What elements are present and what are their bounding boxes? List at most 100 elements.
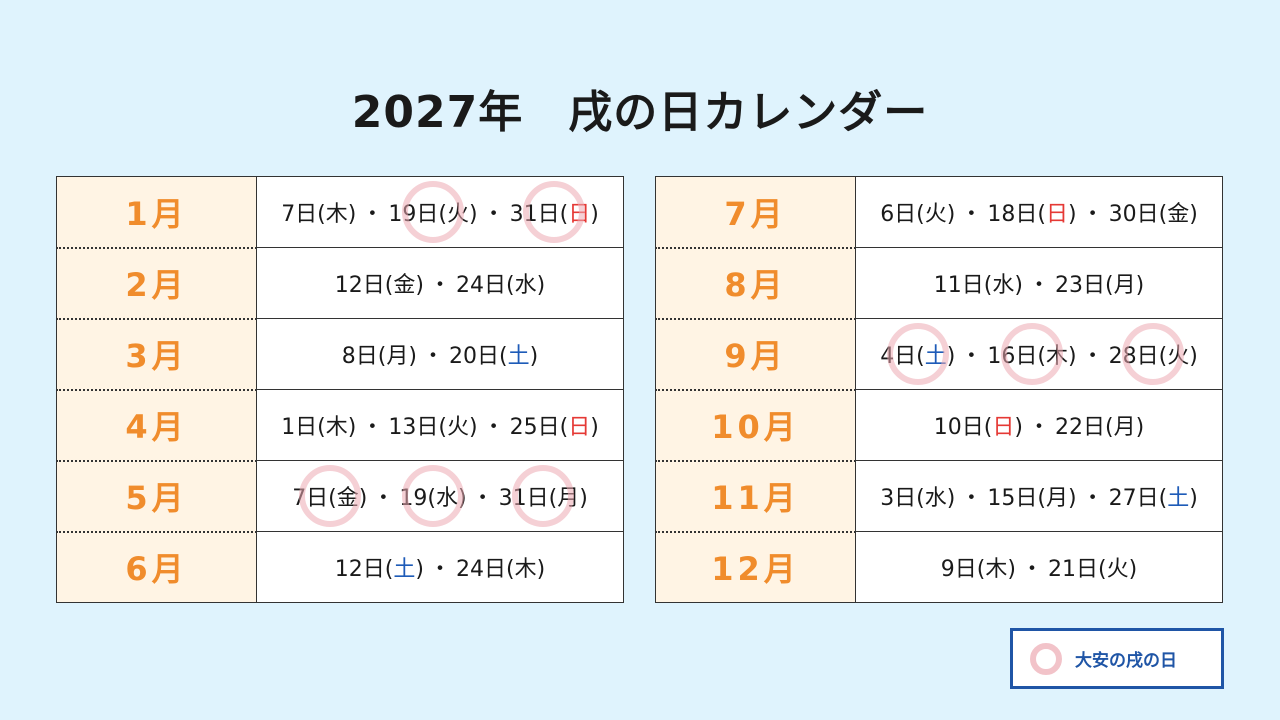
date-number: 12日( <box>334 273 394 298</box>
date-close-paren: ) <box>1128 557 1138 582</box>
date-number: 9日( <box>940 557 986 582</box>
date-close-paren: ) <box>415 557 424 582</box>
weekday: 月 <box>557 486 580 511</box>
inu-no-hi-date: 31日(月) <box>498 465 588 527</box>
date-close-paren: ) <box>347 202 357 227</box>
date-number: 18日( <box>987 202 1046 227</box>
date-number: 15日( <box>987 486 1046 511</box>
weekday: 火 <box>446 415 469 440</box>
inu-no-hi-date: 1日(木) <box>281 409 356 441</box>
weekday: 土 <box>507 344 530 369</box>
legend-box: 大安の戌の日 <box>1010 628 1224 689</box>
weekday: 木 <box>985 557 1008 582</box>
inu-no-hi-date: 10日(日) <box>934 409 1023 441</box>
date-number: 16日( <box>987 344 1046 369</box>
date-close-paren: ) <box>1068 486 1077 511</box>
month-dates: 1日(木) ・ 13日(火) ・ 25日(日) <box>256 389 624 461</box>
date-separator: ・ <box>422 344 445 369</box>
inu-no-hi-date: 3日(水) <box>880 480 955 512</box>
inu-no-hi-date: 27日(土) <box>1109 480 1198 512</box>
date-close-paren: ) <box>458 486 467 511</box>
date-number: 22日( <box>1055 415 1114 440</box>
month-label: 1月 <box>56 176 257 248</box>
date-close-paren: ) <box>1068 344 1077 369</box>
inu-no-hi-date: 6日(火) <box>880 196 955 228</box>
weekday: 土 <box>393 557 416 582</box>
month-label: 10月 <box>655 388 856 461</box>
page-title: 2027年 戌の日カレンダー <box>351 87 929 138</box>
date-close-paren: ) <box>469 415 478 440</box>
date-close-paren: ) <box>946 202 956 227</box>
date-close-paren: ) <box>347 415 357 440</box>
weekday: 月 <box>1113 273 1136 298</box>
date-separator: ・ <box>372 486 395 511</box>
weekday: 火 <box>924 202 947 227</box>
date-close-paren: ) <box>1135 415 1145 440</box>
date-separator: ・ <box>1081 202 1104 227</box>
inu-no-hi-date: 28日(火) <box>1108 323 1198 385</box>
date-separator: ・ <box>361 415 384 440</box>
inu-no-hi-date: 20日(土) <box>449 338 538 370</box>
inu-no-hi-date: 25日(日) <box>510 409 599 441</box>
weekday: 水 <box>992 273 1015 298</box>
date-number: 13日( <box>388 415 447 440</box>
calendar-table-left: 1月 7日(木) ・ 19日(火) ・ 31日(日) 2月 12日(金) ・ 24日(水) 3月 8日… <box>56 176 624 603</box>
inu-no-hi-date: 11日(水) <box>934 267 1023 299</box>
date-close-paren: ) <box>946 344 956 369</box>
weekday: 水 <box>514 273 537 298</box>
month-row: 6月 12日(土) ・ 24日(木) <box>56 530 624 603</box>
date-number: 7日( <box>281 202 326 227</box>
date-number: 23日( <box>1055 273 1114 298</box>
month-row: 1月 7日(木) ・ 19日(火) ・ 31日(日) <box>56 176 624 248</box>
inu-no-hi-date: 24日(水) <box>456 267 545 299</box>
date-number: 19( <box>399 486 436 511</box>
weekday: 月 <box>386 344 409 369</box>
inu-no-hi-date: 31日(日) <box>509 181 599 243</box>
date-close-paren: ) <box>536 273 546 298</box>
date-close-paren: ) <box>1189 202 1198 227</box>
weekday: 日 <box>992 415 1015 440</box>
month-dates: 12日(金) ・ 24日(水) <box>256 247 624 319</box>
date-separator: ・ <box>960 202 983 227</box>
date-number: 24日( <box>456 557 515 582</box>
date-number: 31日( <box>509 202 569 227</box>
date-number: 6日( <box>880 202 925 227</box>
date-number: 30日( <box>1108 202 1168 227</box>
month-dates: 7日(金) ・ 19(水) ・ 31日(月) <box>256 460 624 532</box>
inu-no-hi-date: 23日(月) <box>1055 267 1144 299</box>
month-row: 10月 10日(日) ・ 22日(月) <box>655 388 1223 461</box>
date-number: 19日( <box>388 202 447 227</box>
date-separator: ・ <box>482 415 505 440</box>
month-dates: 10日(日) ・ 22日(月) <box>855 389 1223 461</box>
date-separator: ・ <box>482 202 505 227</box>
date-number: 28日( <box>1108 344 1168 369</box>
weekday: 金 <box>393 273 416 298</box>
date-number: 8日( <box>341 344 387 369</box>
month-dates: 4日(土) ・ 16日(木) ・ 28日(火) <box>855 318 1223 390</box>
inu-no-hi-date: 15日(月) <box>987 480 1076 512</box>
weekday: 木 <box>514 557 537 582</box>
date-number: 31日( <box>498 486 558 511</box>
weekday: 火 <box>1106 557 1129 582</box>
date-close-paren: ) <box>408 344 417 369</box>
weekday: 木 <box>1045 344 1068 369</box>
date-separator: ・ <box>471 486 494 511</box>
date-close-paren: ) <box>590 415 599 440</box>
inu-no-hi-date: 8日(月) <box>342 338 417 370</box>
date-separator: ・ <box>960 486 983 511</box>
inu-no-hi-date: 22日(月) <box>1055 409 1144 441</box>
date-number: 24日( <box>456 273 515 298</box>
month-dates: 8日(月) ・ 20日(土) <box>256 318 624 390</box>
inu-no-hi-date: 18日(日) <box>987 196 1076 228</box>
month-dates: 6日(火) ・ 18日(日) ・ 30日(金) <box>856 177 1223 248</box>
month-row: 3月 8日(月) ・ 20日(土) <box>56 317 624 390</box>
inu-no-hi-date: 19日(火) <box>388 181 478 243</box>
date-number: 10日( <box>933 415 993 440</box>
date-number: 7日( <box>292 486 337 511</box>
inu-no-hi-date: 9日(木) <box>941 551 1016 583</box>
weekday: 火 <box>1167 344 1190 369</box>
month-label: 12月 <box>655 530 856 603</box>
month-dates: 12日(土) ・ 24日(木) <box>256 531 624 603</box>
inu-no-hi-date: 30日(金) <box>1109 196 1198 228</box>
date-close-paren: ) <box>1014 273 1023 298</box>
